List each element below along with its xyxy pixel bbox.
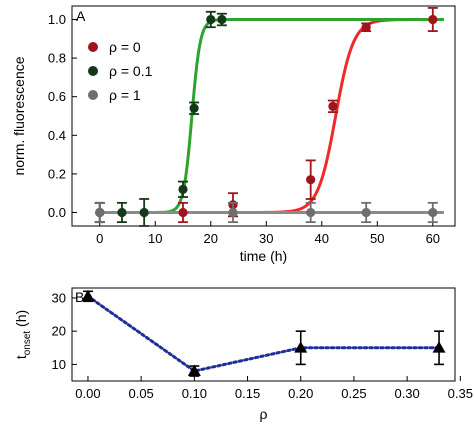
data-point <box>178 201 189 224</box>
series-line <box>86 294 441 373</box>
marker <box>178 184 188 194</box>
y-tick-label: 0.8 <box>48 51 66 66</box>
x-tick-label: 10 <box>148 231 162 246</box>
panel-b: B 0.00 0.05 0.10 0.15 0.20 0.25 0.30 0.35 10 20 3… <box>13 287 473 422</box>
x-tick-label: 60 <box>426 231 440 246</box>
y-tick-label: 0.4 <box>48 128 66 143</box>
legend-entry: ρ = 0.1 <box>88 63 153 79</box>
panel-b-x-ticks: 0.00 0.05 0.10 0.15 0.20 0.25 0.30 0.35 <box>75 376 473 401</box>
legend-label: ρ = 1 <box>109 87 141 103</box>
ylabel-subscript: onset <box>22 331 33 356</box>
triangle-marker <box>294 341 308 353</box>
panel-b-y-ticks: 10 20 30 <box>52 290 77 372</box>
triangle-marker <box>432 341 446 353</box>
ylabel-main: t <box>13 355 29 359</box>
y-tick-label: 10 <box>52 357 66 372</box>
data-point <box>178 180 189 198</box>
x-tick-label: 0.00 <box>75 386 100 401</box>
legend-entry: ρ = 0 <box>88 39 141 55</box>
marker <box>178 207 188 218</box>
x-tick-label: 0.15 <box>235 386 260 401</box>
x-tick-label: 0.25 <box>341 386 366 401</box>
legend-label: ρ = 0.1 <box>109 63 153 79</box>
data-point <box>361 201 372 224</box>
marker <box>139 207 149 218</box>
data-point <box>216 12 227 27</box>
panel-b-letter: B <box>75 289 84 305</box>
panel-a-data-points <box>94 7 438 227</box>
panel-a-y-axis-title: norm. fluorescence <box>11 56 27 175</box>
x-tick-label: 0.35 <box>448 386 473 401</box>
x-tick-label: 40 <box>315 231 329 246</box>
marker <box>428 14 438 25</box>
data-point <box>361 22 372 32</box>
y-tick-label: 20 <box>52 324 66 339</box>
panel-b-y-axis-title: tonset (h) <box>13 310 33 359</box>
x-tick-label: 0.10 <box>182 386 207 401</box>
marker <box>117 207 127 218</box>
legend-marker <box>88 66 98 76</box>
data-point <box>227 201 238 224</box>
panel-a-letter: A <box>76 8 86 24</box>
legend-marker <box>88 90 98 100</box>
x-tick-label: 0 <box>96 231 103 246</box>
triangle-marker <box>81 289 95 302</box>
x-tick-label: 20 <box>204 231 218 246</box>
marker <box>95 207 105 218</box>
y-tick-label: 1.0 <box>48 12 66 27</box>
panel-a-fit-curves <box>99 18 444 214</box>
panel-b-data-points <box>81 289 446 377</box>
marker <box>206 14 216 25</box>
data-point <box>116 201 127 224</box>
x-tick-label: 50 <box>370 231 384 246</box>
panel-b-x-axis-title: ρ <box>260 406 268 422</box>
data-point <box>81 289 95 303</box>
fit-curve <box>99 18 444 214</box>
panel-a-legend: ρ = 0 ρ = 0.1 ρ = 1 <box>88 39 153 103</box>
y-tick-label: 0.2 <box>48 166 66 181</box>
marker <box>428 207 438 218</box>
data-point <box>189 101 200 115</box>
y-tick-label: 30 <box>52 290 66 305</box>
marker <box>189 103 199 113</box>
data-point <box>94 201 105 224</box>
data-point <box>187 364 201 377</box>
panel-a-y-ticks: 0.0 0.2 0.4 0.6 0.8 1.0 <box>48 12 77 220</box>
marker <box>306 175 316 185</box>
ylabel-unit: (h) <box>13 310 29 331</box>
marker <box>306 207 316 218</box>
panel-a-x-axis-title: time (h) <box>240 248 287 264</box>
panel-a-frame <box>71 5 456 227</box>
fit-curve <box>99 18 444 214</box>
x-tick-label: 0.30 <box>394 386 419 401</box>
marker <box>361 22 371 32</box>
marker <box>228 207 238 218</box>
x-tick-label: 0.20 <box>288 386 313 401</box>
triangle-marker <box>187 364 201 376</box>
legend-entry: ρ = 1 <box>88 87 141 103</box>
x-tick-label: 0.05 <box>128 386 153 401</box>
data-point <box>305 201 316 224</box>
panel-a: A 0 10 20 30 40 50 60 0.0 0.2 0.4 0.6 0.8 1.0 ρ = 0… <box>11 5 456 264</box>
legend-marker <box>88 42 98 52</box>
x-tick-label: 30 <box>259 231 273 246</box>
data-point <box>305 159 316 200</box>
y-tick-label: 0.6 <box>48 89 66 104</box>
y-tick-label: 0.0 <box>48 205 66 220</box>
data-point <box>139 198 150 227</box>
legend-label: ρ = 0 <box>109 39 141 55</box>
marker <box>361 207 371 218</box>
panel-a-x-ticks: 0 10 20 30 40 50 60 <box>96 221 440 246</box>
data-point <box>327 99 338 114</box>
data-point <box>427 7 438 32</box>
panel-b-frame <box>71 287 456 382</box>
data-point <box>205 10 216 29</box>
data-point <box>294 330 308 366</box>
marker <box>217 14 227 25</box>
marker <box>328 101 338 111</box>
data-point <box>432 330 446 366</box>
panel-b-dotted-line <box>86 294 441 373</box>
data-point <box>427 201 438 224</box>
